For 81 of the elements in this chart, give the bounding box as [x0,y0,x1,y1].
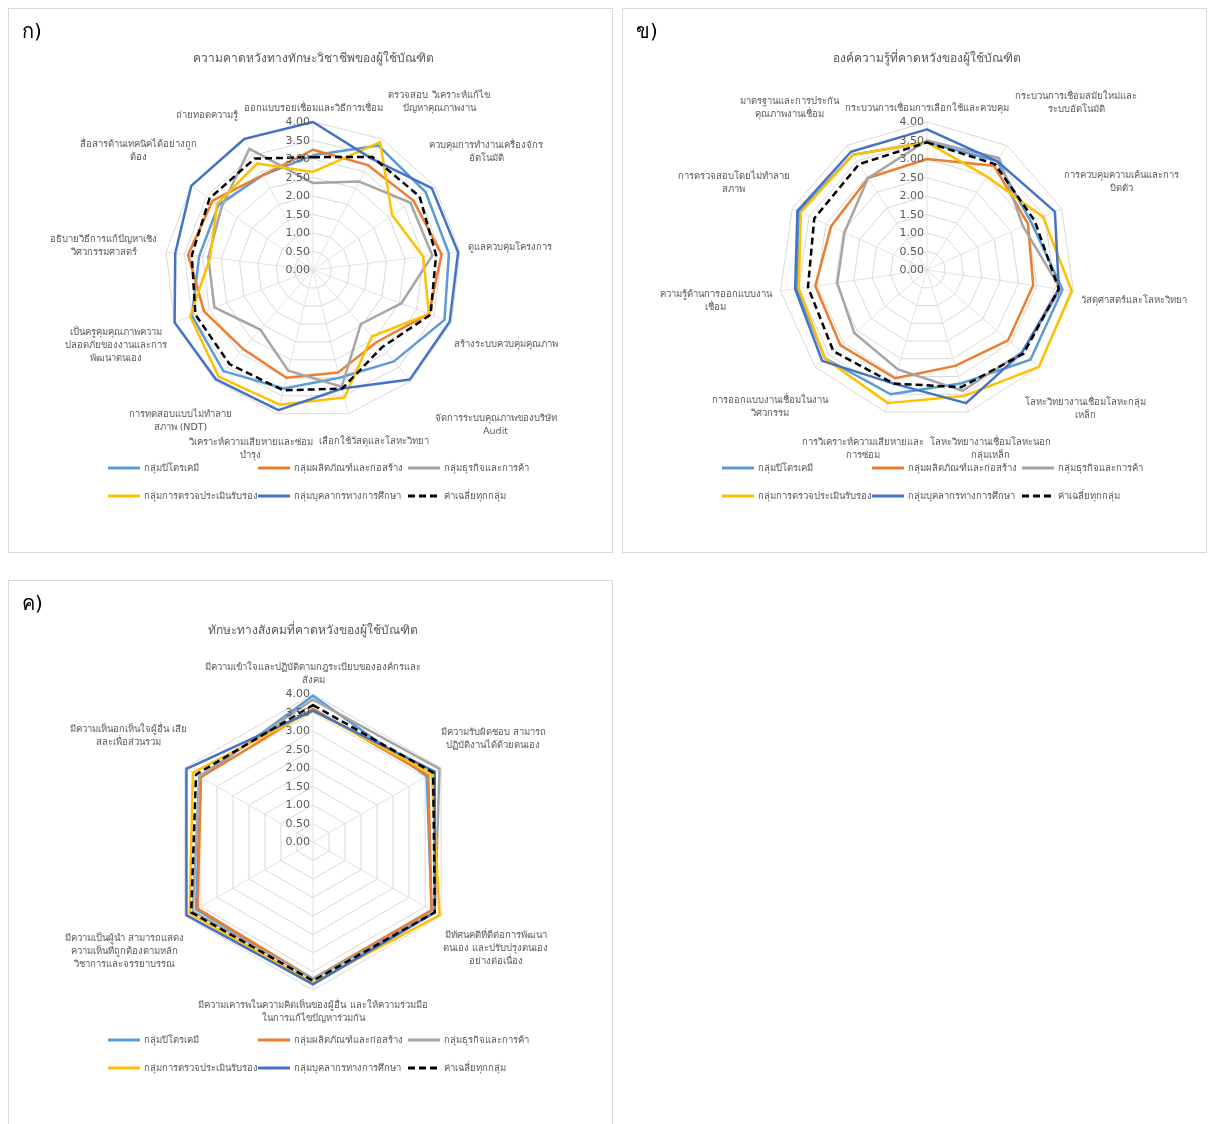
y-tick-label: 1.00 [899,226,924,239]
y-tick-label: 4.00 [285,115,310,128]
legend-label: กลุ่มปิโตรเคมี [758,461,813,474]
legend-label: กลุ่มธุรกิจและการค้า [444,1033,529,1046]
legend-label: กลุ่มปิโตรเคมี [144,461,199,474]
chart-title: ทักษะทางสังคมที่คาดหวังของผู้ใช้บัณฑิต [208,621,418,638]
spoke-label: ควบคุมการทำงานเครื่องจักรอัตโนมัติ [429,137,544,163]
spoke-label: มาตรฐานและการประกันคุณภาพงานเชื่อม [740,95,840,121]
spoke-label: มีความเคารพในความคิดเห็นของผู้อื่น และให้ความร่วมมือในการแก้ไขปัญหาร่วมกัน [198,998,428,1023]
y-tick-label: 3.50 [899,133,924,147]
spoke-label: มีความเข้าใจและปฏิบัติตามกฎระเบียบขององค์กรและสังคม [205,661,421,685]
spoke-label: จัดการระบบคุณภาพของบริษัท Audit [434,412,557,437]
spoke-label: เลือกใช้วัสดุและโลหะวิทยา [318,434,429,447]
y-tick-label: 0.50 [285,244,310,258]
spoke-label: ตรวจสอบ วิเคราะห์แก้ไขปัญหาคุณภาพงาน [388,88,490,114]
spoke-label: มีความรับผิดชอบ สามารถปฏิบัติงานได้ด้วยตนเอง [440,726,546,751]
spoke-label: การควบคุมความเค้นและการบิดตัว [1063,169,1179,194]
legend-label: กลุ่มการตรวจประเมินรับรอง [144,1061,258,1074]
legend-label: กลุ่มบุคลากรทางการศึกษา [294,489,401,502]
spoke-label: โลหะวิทยางานเชื่อมโลหะกลุ่มเหล็ก [1025,394,1147,420]
y-tick-label: 1.00 [285,226,310,239]
y-tick-label: 0.00 [285,263,310,276]
y-tick-label: 3.50 [285,705,310,719]
legend-label: กลุ่มปิโตรเคมี [144,1033,199,1046]
spoke-label: กระบวนการเชื่อมการเลือกใช้และควบคุม [845,101,1009,114]
chart-title: ความคาดหวังทางทักษะวิชาชีพของผู้ใช้บัณฑิต [192,51,434,66]
legend-label: กลุ่มธุรกิจและการค้า [444,461,529,474]
legend-label: ค่าเฉลี่ยทุกกลุ่ม [444,488,506,502]
y-tick-label: 2.00 [899,189,924,202]
spoke-label: มีความเห็นอกเห็นใจผู้อื่น เสียสละเพื่อส่วนรวม [69,722,187,748]
y-tick-label: 2.00 [285,761,310,774]
legend-label: ค่าเฉลี่ยทุกกลุ่ม [444,1060,506,1074]
legend-label: กลุ่มผลิตภัณฑ์และก่อสร้าง [294,461,403,474]
chart-title: องค์ความรู้ที่คาดหวังของผู้ใช้บัณฑิต [833,49,1021,66]
spoke-label: ถ่ายทอดความรู้ [175,108,238,121]
spoke-label: สื่อสารด้านเทคนิคได้อย่างถูกต้อง [80,136,198,162]
spoke-label: ออกแบบรอยเชื่อมและวิธีการเชื่อม [243,101,383,113]
y-tick-label: 3.00 [899,152,924,165]
spoke-label: เป็นครูคุมคุณภาพความปลอดภัยของงานและการพัฒนาตนเอง [65,325,168,364]
y-tick-label: 1.50 [899,207,924,221]
text: ค) [22,591,43,615]
spoke-label: อธิบายวิธีการแก้ปัญหาเชิงวิศวกรรมศาสตร์ [50,232,158,257]
y-tick-label: 3.00 [285,152,310,165]
y-tick-label: 2.50 [899,170,924,184]
legend-label: กลุ่มบุคลากรทางการศึกษา [294,1061,401,1074]
legend-label: กลุ่มการตรวจประเมินรับรอง [144,489,258,502]
spoke-label: การทดสอบแบบไม่ทำลายสภาพ (NDT) [128,407,232,432]
y-tick-label: 4.00 [899,115,924,128]
spoke-label: มีความเป็นผู้นำ สามารถแสดงความเห็นที่ถูกต้องตามหลักวิชาการและจรรยาบรรณ [65,931,185,970]
y-tick-label: 0.50 [899,244,924,258]
y-tick-label: 2.50 [285,170,310,184]
legend-label: กลุ่มผลิตภัณฑ์และก่อสร้าง [908,461,1017,474]
legend-label: กลุ่มการตรวจประเมินรับรอง [758,489,872,502]
spoke-label: ดูแลควบคุมโครงการ [468,240,553,253]
spoke-label: วิเคราะห์ความเสียหายและซ่อมบำรุง [187,436,313,462]
y-tick-label: 3.50 [285,133,310,147]
spoke-label: การตรวจสอบโดยไม่ทำลายสภาพ [677,169,790,194]
legend-label: กลุ่มผลิตภัณฑ์และก่อสร้าง [294,1033,403,1046]
y-tick-label: 4.00 [285,687,310,700]
y-tick-label: 0.00 [285,835,310,848]
y-tick-label: 2.00 [285,189,310,202]
spoke-label: การออกแบบงานเชื่อมในงานวิศวกรรม [711,393,829,419]
legend-label: ค่าเฉลี่ยทุกกลุ่ม [1058,488,1120,502]
y-tick-label: 1.50 [285,207,310,221]
spoke-label: วัสดุศาสตร์และโลหะวิทยา [1081,294,1188,307]
spoke-label: ความรู้ด้านการออกแบบงานเชื่อม [659,288,773,313]
legend-label: กลุ่มธุรกิจและการค้า [1058,461,1143,474]
y-tick-label: 3.00 [285,724,310,737]
text: ก) [22,19,42,43]
y-tick-label: 1.00 [285,798,310,811]
y-tick-label: 1.50 [285,779,310,793]
y-tick-label: 0.00 [899,263,924,276]
spoke-label: มีทัศนคติที่ดีต่อการพัฒนาตนเอง และปรับปรุงตนเองอย่างต่อเนื่อง [443,928,549,967]
y-tick-label: 0.50 [285,816,310,830]
spoke-label: โลหะวิทยางานเชื่อมโลหะนอกกลุ่มเหล็ก [930,435,1052,461]
spoke-label: สร้างระบบควบคุมคุณภาพ [454,337,559,350]
legend-label: กลุ่มบุคลากรทางการศึกษา [908,489,1015,502]
spoke-label: การวิเคราะห์ความเสียหายและการซ่อม [802,436,925,461]
spoke-label: กระบวนการเชื่อมสมัยใหม่และระบบอัตโนมัติ [1015,88,1137,114]
y-tick-label: 2.50 [285,742,310,756]
text: ข) [636,19,658,43]
